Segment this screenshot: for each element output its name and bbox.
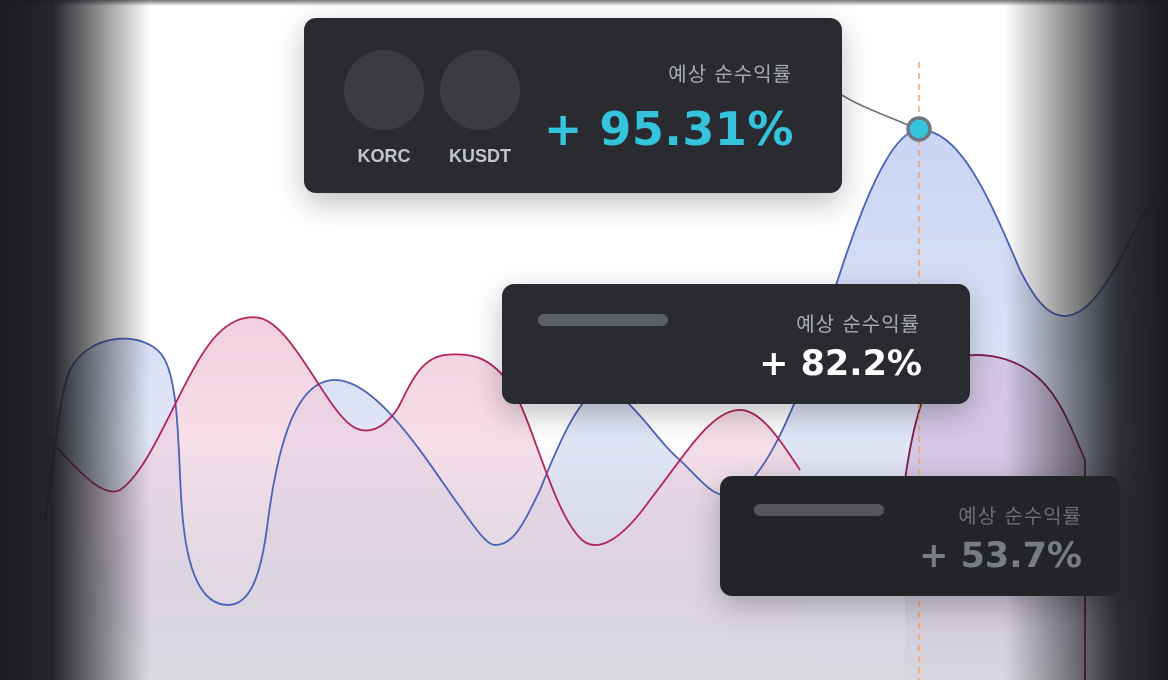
expected-yield-label: 예상 순수익률 [668,62,792,86]
expected-yield-value: + 82.2% [759,344,922,384]
kusdt-coin-icon [440,50,520,130]
placeholder-bar [538,314,668,326]
tertiary-yield-card[interactable]: 예상 순수익률 + 53.7% [720,476,1120,596]
placeholder-bar [754,504,884,516]
secondary-yield-card[interactable]: 예상 순수익률 + 82.2% [502,284,970,404]
main-yield-card[interactable]: KORC KUSDT 예상 순수익률 + 95.31% [304,18,842,193]
expected-yield-label: 예상 순수익률 [796,312,920,336]
expected-yield-value: + 95.31% [543,102,794,156]
expected-yield-label: 예상 순수익률 [958,504,1082,528]
hover-point-marker[interactable] [906,116,932,142]
top-edge-shade [0,0,1168,6]
korc-coin-icon [344,50,424,130]
coin-name-korc: KORC [357,146,411,166]
coin-name-kusdt: KUSDT [449,146,511,166]
left-edge-shade [0,0,150,680]
expected-yield-value: + 53.7% [919,536,1082,576]
pink-series-line [44,316,801,546]
blue-series-line [44,129,1168,606]
